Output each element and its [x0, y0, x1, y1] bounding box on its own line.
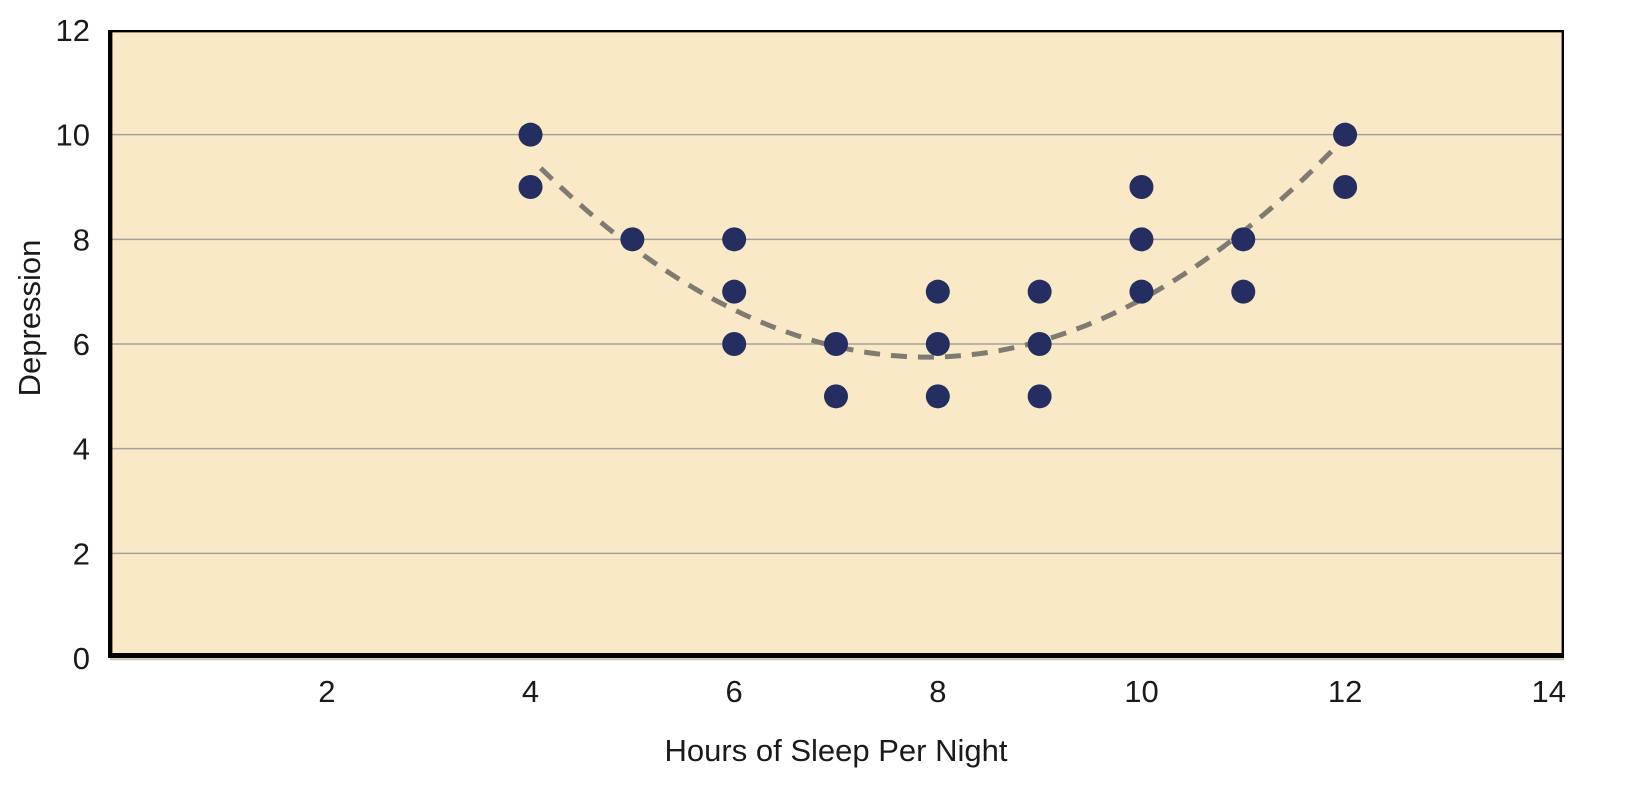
x-tick-label: 8 — [929, 674, 946, 709]
x-axis-title: Hours of Sleep Per Night — [664, 733, 1008, 768]
y-tick-label: 2 — [73, 536, 90, 571]
data-point — [824, 332, 848, 356]
data-point — [1333, 175, 1358, 199]
data-point — [1027, 384, 1052, 409]
y-tick-label: 8 — [73, 222, 90, 257]
data-point — [722, 227, 747, 252]
data-point — [518, 122, 543, 147]
x-tick-label: 12 — [1328, 674, 1362, 709]
y-tick-label: 10 — [56, 118, 90, 153]
x-tick-label: 10 — [1124, 674, 1158, 709]
data-point — [1027, 332, 1052, 356]
data-point — [824, 384, 848, 409]
data-point — [1231, 227, 1256, 252]
data-point — [1129, 175, 1154, 199]
trend-line — [538, 124, 1358, 360]
x-tick-labels: 2 4 6 8 10 12 14 — [318, 674, 1566, 709]
data-point — [518, 175, 543, 199]
y-tick-label: 4 — [73, 432, 90, 467]
data-point — [1333, 122, 1358, 147]
data-point — [722, 279, 747, 304]
data-points — [518, 122, 1358, 409]
x-tick-label: 2 — [318, 674, 335, 709]
data-point — [620, 227, 645, 252]
data-point — [1027, 279, 1052, 304]
y-tick-labels: 0 2 4 6 8 10 12 — [56, 13, 90, 676]
data-point — [1231, 279, 1256, 304]
data-point — [1129, 279, 1154, 304]
y-axis-title: Depression — [12, 239, 47, 397]
y-tick-label: 6 — [73, 327, 90, 362]
axes-frame — [107, 30, 1565, 661]
data-point — [925, 279, 950, 304]
data-point — [1129, 227, 1154, 252]
x-tick-label: 6 — [726, 674, 743, 709]
x-tick-label: 14 — [1531, 674, 1565, 709]
y-tick-label: 0 — [73, 641, 90, 676]
data-point — [925, 384, 950, 409]
data-point — [722, 332, 747, 356]
y-tick-label: 12 — [56, 13, 90, 48]
x-tick-label: 4 — [522, 674, 539, 709]
data-point — [925, 332, 950, 356]
